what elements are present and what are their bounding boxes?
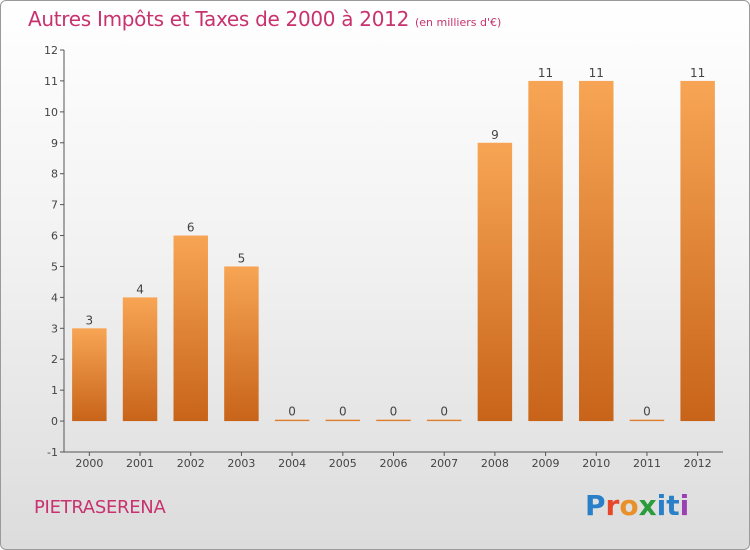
logo-letter: o bbox=[619, 489, 639, 522]
bar bbox=[173, 235, 208, 422]
bar bbox=[579, 80, 614, 422]
y-tick-label: -1 bbox=[47, 446, 58, 459]
chart-title: Autres Impôts et Taxes de 2000 à 2012 (en… bbox=[28, 7, 501, 31]
logo-letter: i bbox=[656, 489, 667, 522]
x-tick-label: 2008 bbox=[481, 457, 509, 470]
y-tick-label: 11 bbox=[44, 75, 58, 88]
chart-title-text: Autres Impôts et Taxes de 2000 à 2012 bbox=[28, 7, 409, 31]
y-tick-label: 2 bbox=[51, 353, 58, 366]
y-tick-label: 9 bbox=[51, 137, 58, 150]
bar bbox=[325, 419, 361, 422]
y-tick-label: 6 bbox=[51, 230, 58, 243]
x-tick-label: 2003 bbox=[227, 457, 255, 470]
bar bbox=[274, 419, 310, 422]
data-label: 0 bbox=[390, 405, 398, 419]
bar bbox=[122, 297, 158, 422]
x-tick-label: 2011 bbox=[633, 457, 661, 470]
data-label: 0 bbox=[643, 405, 651, 419]
x-tick-label: 2007 bbox=[430, 457, 458, 470]
bar bbox=[629, 419, 665, 422]
x-tick-label: 2000 bbox=[75, 457, 103, 470]
chart-subtitle: (en milliers d'€) bbox=[415, 16, 502, 29]
y-tick-label: 7 bbox=[51, 199, 58, 212]
logo-letter: P bbox=[585, 489, 606, 522]
x-tick-label: 2010 bbox=[582, 457, 610, 470]
bar bbox=[528, 80, 563, 422]
data-label: 9 bbox=[491, 128, 499, 142]
logo-letter: x bbox=[638, 489, 657, 522]
data-label: 0 bbox=[440, 405, 448, 419]
data-label: 11 bbox=[589, 66, 604, 80]
y-tick-label: 8 bbox=[51, 168, 58, 181]
x-tick-label: 2002 bbox=[177, 457, 205, 470]
proxiti-logo: Proxiti bbox=[585, 489, 689, 522]
y-tick-label: 5 bbox=[51, 260, 58, 273]
y-tick-label: 0 bbox=[51, 415, 58, 428]
logo-letter: i bbox=[679, 489, 690, 522]
y-tick-label: 4 bbox=[51, 291, 58, 304]
logo-letter: r bbox=[605, 489, 620, 522]
data-label: 11 bbox=[690, 66, 705, 80]
x-tick-label: 2009 bbox=[532, 457, 560, 470]
bar bbox=[477, 142, 513, 422]
data-label: 0 bbox=[339, 405, 347, 419]
y-tick-label: 1 bbox=[51, 384, 58, 397]
bar bbox=[72, 328, 107, 422]
data-label: 4 bbox=[136, 282, 144, 296]
x-tick-label: 2012 bbox=[684, 457, 712, 470]
x-tick-label: 2005 bbox=[329, 457, 357, 470]
bar bbox=[426, 419, 462, 422]
data-label: 11 bbox=[538, 66, 553, 80]
data-label: 0 bbox=[288, 405, 296, 419]
commune-name: PIETRASERENA bbox=[34, 497, 166, 518]
bar bbox=[376, 419, 411, 422]
logo-letter: t bbox=[666, 489, 680, 522]
y-tick-label: 12 bbox=[44, 44, 58, 57]
y-tick-label: 10 bbox=[44, 106, 58, 119]
x-tick-label: 2004 bbox=[278, 457, 306, 470]
y-tick-label: 3 bbox=[51, 322, 58, 335]
data-label: 6 bbox=[187, 221, 195, 235]
bar bbox=[224, 266, 259, 422]
bar bbox=[680, 80, 715, 422]
x-tick-label: 2006 bbox=[380, 457, 408, 470]
x-tick-label: 2001 bbox=[126, 457, 154, 470]
data-label: 3 bbox=[86, 313, 94, 327]
data-label: 5 bbox=[238, 251, 246, 265]
